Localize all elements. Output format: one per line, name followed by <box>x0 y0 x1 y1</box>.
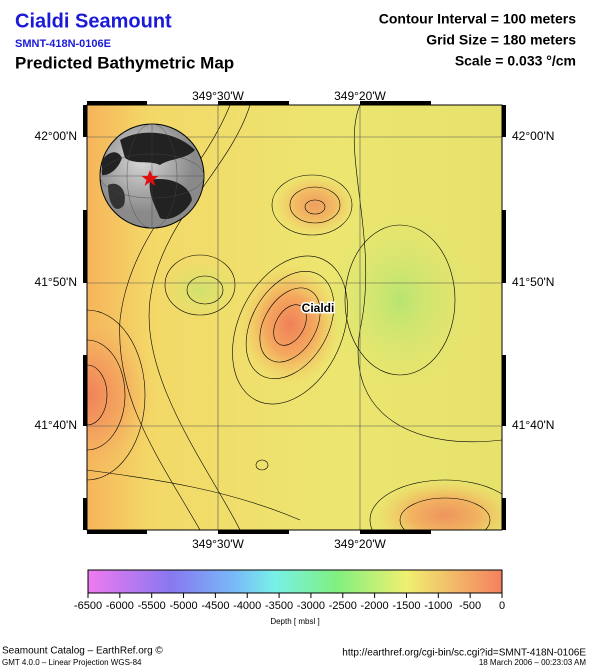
subtitle: Predicted Bathymetric Map <box>15 53 234 72</box>
map-grid <box>87 105 502 530</box>
colorbar-tick-label: -4500 <box>201 600 229 612</box>
map-frame <box>83 101 506 534</box>
colorbar-tick-label: -2500 <box>329 600 357 612</box>
title: Cialdi Seamount <box>15 10 172 32</box>
colorbar-tick-label: -4000 <box>233 600 261 612</box>
scale: Scale = 0.033 °/cm <box>455 53 576 69</box>
feature-label: Cialdi <box>302 301 335 315</box>
colorbar-tick-label: -6000 <box>106 600 134 612</box>
colorbar-tick-label: -5500 <box>138 600 166 612</box>
colorbar-ticks: -6500 -6000 -5500 -5000 -4500 -4000 -3500 -3000… <box>74 593 505 612</box>
colorbar-tick-label: -3000 <box>297 600 325 612</box>
lat-label: 42°00'N <box>35 129 77 143</box>
lat-label: 42°00'N <box>512 129 554 143</box>
colorbar-tick-label: -6500 <box>74 600 102 612</box>
colorbar-label: Depth [ mbsl ] <box>270 617 319 626</box>
lon-label: 349°20'W <box>334 537 386 551</box>
lat-label: 41°40'N <box>512 418 554 432</box>
lat-label: 41°50'N <box>35 275 77 289</box>
grid-size: Grid Size = 180 meters <box>426 32 576 48</box>
colorbar-tick-label: -500 <box>459 600 481 612</box>
colorbar-tick-label: -1500 <box>392 600 420 612</box>
colorbar-tick-label: -3500 <box>265 600 293 612</box>
lat-label: 41°40'N <box>35 418 77 432</box>
lat-label: 41°50'N <box>512 275 554 289</box>
footer-timestamp: 18 March 2006 – 00:23:03 AM <box>479 658 587 667</box>
lon-label: 349°30'W <box>192 89 244 103</box>
contours <box>87 105 502 530</box>
colorbar-tick-label: -5000 <box>169 600 197 612</box>
seamount-id: SMNT-418N-0106E <box>15 38 111 50</box>
footer-projection: GMT 4.0.0 – Linear Projection WGS-84 <box>2 658 142 667</box>
locator-globe <box>99 123 205 229</box>
bathymetry <box>87 105 502 530</box>
colorbar-tick-label: 0 <box>499 600 505 612</box>
footer-source: Seamount Catalog – EarthRef.org © <box>2 646 163 657</box>
colorbar-tick-label: -1000 <box>424 600 452 612</box>
lon-label: 349°30'W <box>192 537 244 551</box>
contour-interval: Contour Interval = 100 meters <box>379 11 576 27</box>
lon-label: 349°20'W <box>334 89 386 103</box>
colorbar-tick-label: -2000 <box>361 600 389 612</box>
footer-url: http://earthref.org/cgi-bin/sc.cgi?id=SM… <box>342 648 586 659</box>
colorbar <box>87 569 503 594</box>
